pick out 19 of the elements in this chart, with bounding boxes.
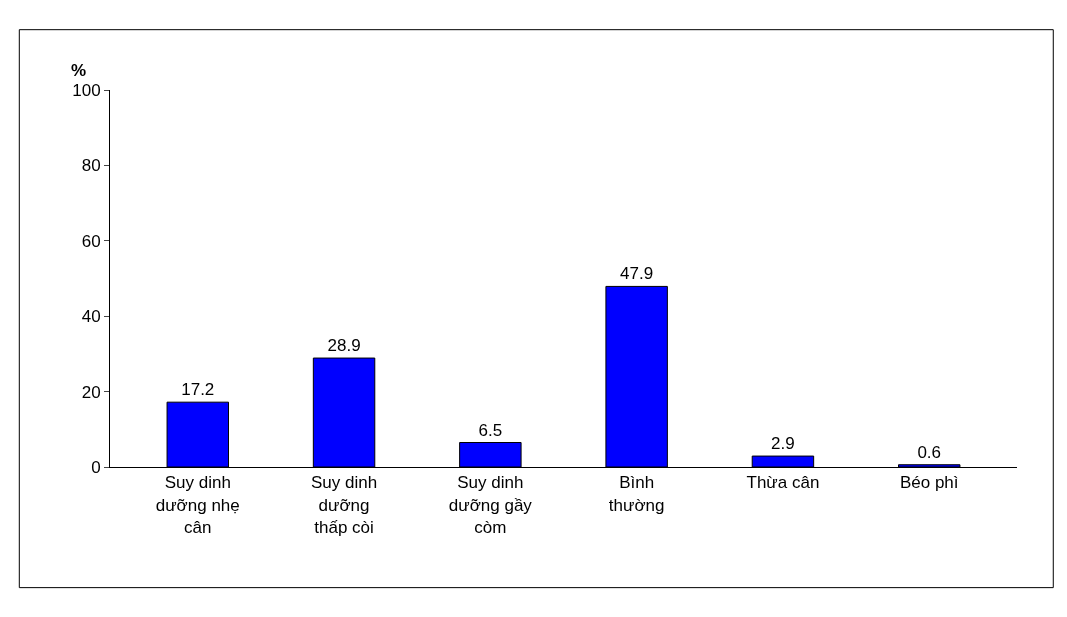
y-tick-label: 20 (81, 382, 101, 402)
y-axis-title: % (71, 61, 87, 80)
y-tick-label: 80 (81, 156, 101, 176)
x-tick-label: Suy dinh dưỡng nhẹ cân (155, 473, 240, 537)
x-tick-label: Bình thường (608, 473, 665, 515)
y-tick-label: 100 (72, 80, 101, 100)
x-tick-label: Thừa cân (746, 473, 820, 493)
y-tick-label: 0 (91, 457, 101, 477)
x-tick-label: Suy dinh dưỡng thấp còi (310, 473, 378, 537)
data-label: 28.9 (327, 336, 361, 356)
y-tick-label: 40 (81, 307, 101, 327)
data-label: 47.9 (620, 264, 654, 284)
data-label: 2.9 (771, 434, 795, 454)
y-tick-label: 60 (81, 231, 101, 251)
data-label: 0.6 (917, 442, 942, 462)
x-tick-label: Béo phì (899, 473, 959, 493)
x-tick-label: Suy dinh dưỡng gầy còm (448, 473, 533, 537)
data-label: 6.5 (478, 420, 503, 440)
data-label: 17.2 (181, 380, 215, 400)
